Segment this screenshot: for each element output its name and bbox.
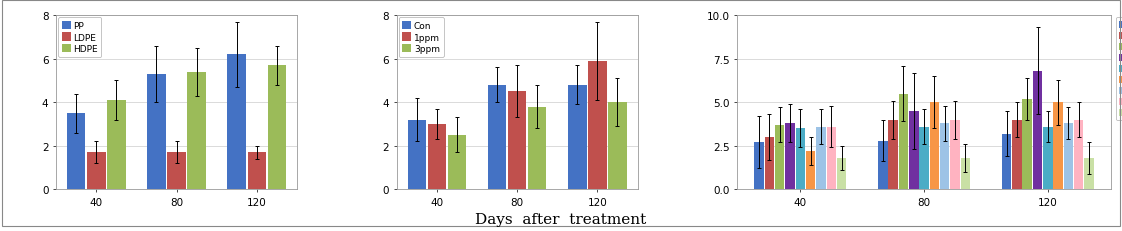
Text: Days  after  treatment: Days after treatment [476, 213, 646, 226]
Bar [919, 127, 929, 189]
Legend: Con-5d, Con-10d, Con-20d, 1ppm-5d, 1ppm-10d, 1ppm-20d, 3ppm-5d, 3ppm-10d, 3ppm-2: Con-5d, Con-10d, Con-20d, 1ppm-5d, 1ppm-… [1116, 18, 1122, 121]
Bar [1043, 127, 1052, 189]
Bar [775, 125, 784, 189]
Bar [795, 129, 806, 189]
Bar [427, 125, 447, 189]
Bar [785, 124, 794, 189]
Bar [930, 103, 939, 189]
Bar [608, 103, 627, 189]
Bar [488, 85, 506, 189]
Bar [754, 143, 764, 189]
Bar [1064, 124, 1073, 189]
Bar [765, 137, 774, 189]
Bar [1054, 103, 1063, 189]
Bar [568, 85, 587, 189]
Bar [816, 127, 826, 189]
Legend: Con, 1ppm, 3ppm: Con, 1ppm, 3ppm [398, 18, 443, 58]
Bar [1032, 72, 1042, 189]
Bar [1022, 99, 1032, 189]
Bar [67, 114, 85, 189]
Bar [108, 101, 126, 189]
Bar [879, 141, 888, 189]
Bar [827, 127, 836, 189]
Bar [837, 158, 846, 189]
Bar [88, 153, 105, 189]
Bar [1074, 120, 1084, 189]
Bar [1012, 120, 1022, 189]
Bar [1084, 158, 1094, 189]
Bar [588, 62, 607, 189]
Bar [806, 151, 816, 189]
Bar [899, 94, 908, 189]
Bar [940, 124, 949, 189]
Bar [1002, 134, 1011, 189]
Bar [889, 120, 898, 189]
Bar [909, 111, 919, 189]
Bar [248, 153, 266, 189]
Bar [187, 73, 205, 189]
Bar [950, 120, 959, 189]
Bar [167, 153, 186, 189]
Bar [448, 135, 467, 189]
Bar [528, 107, 546, 189]
Legend: PP, LDPE, HDPE: PP, LDPE, HDPE [58, 18, 101, 58]
Bar [147, 75, 166, 189]
Bar [960, 158, 971, 189]
Bar [407, 120, 426, 189]
Bar [267, 66, 286, 189]
Bar [228, 55, 246, 189]
Bar [508, 92, 526, 189]
